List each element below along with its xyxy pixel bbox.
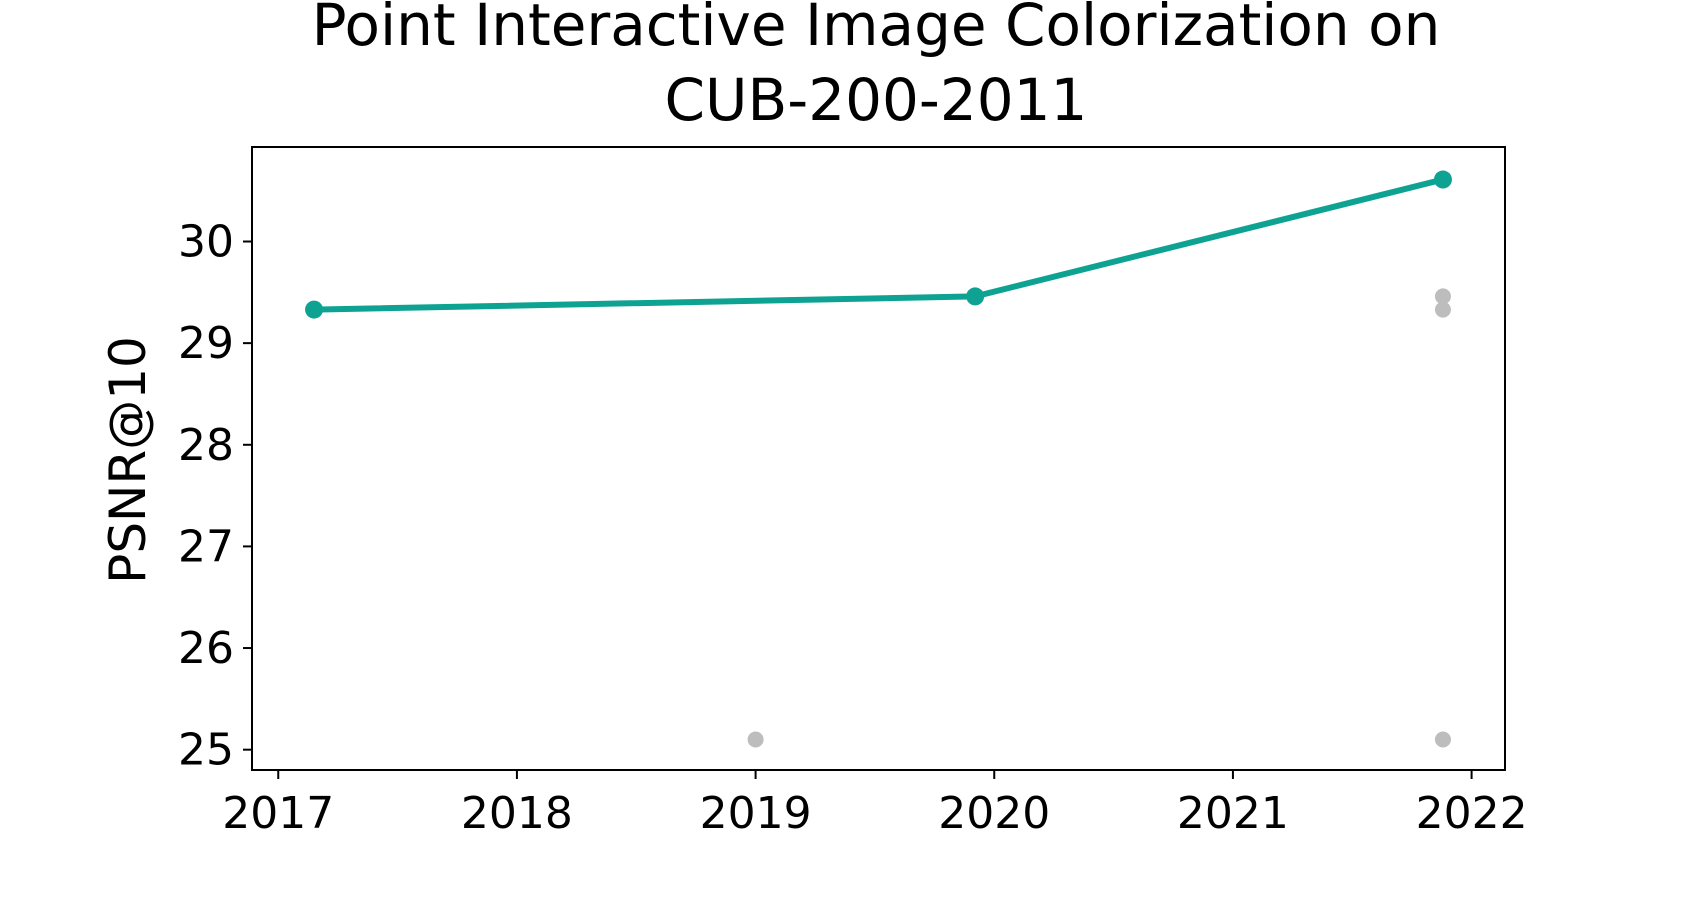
chart-title-line-2: CUB-200-2011	[665, 66, 1088, 134]
sota-series-point	[305, 300, 324, 319]
sota-series-line	[311, 176, 1446, 313]
x-tick-label: 2021	[1177, 788, 1289, 839]
x-tick-label: 2019	[700, 788, 812, 839]
sota-series-point	[966, 287, 985, 306]
x-tick-label: 2020	[938, 788, 1050, 839]
other-result-point	[1434, 301, 1451, 318]
y-tick-label: 30	[178, 217, 234, 268]
plot-frame	[251, 146, 1506, 771]
y-tick-label: 27	[178, 521, 234, 572]
y-tick-label: 25	[178, 725, 234, 776]
y-tick-label: 29	[178, 318, 234, 369]
x-tick-label: 2017	[222, 788, 334, 839]
x-tick-label: 2018	[461, 788, 573, 839]
chart-title-line-1: Point Interactive Image Colorization on	[312, 0, 1441, 59]
x-tick-label: 2022	[1416, 788, 1528, 839]
y-axis-label: PSNR@10	[99, 336, 157, 584]
y-tick-label: 28	[178, 420, 234, 471]
sota-series-point	[1433, 170, 1452, 189]
other-result-point	[747, 731, 764, 748]
y-tick-label: 26	[178, 623, 234, 674]
other-result-point	[1434, 731, 1451, 748]
plot-area	[305, 170, 1452, 748]
other-result-point	[1434, 288, 1451, 305]
axis-ticks: 2017 2018 2019 2020 2021 2022 25 26 27 28 29 30	[178, 217, 1528, 839]
